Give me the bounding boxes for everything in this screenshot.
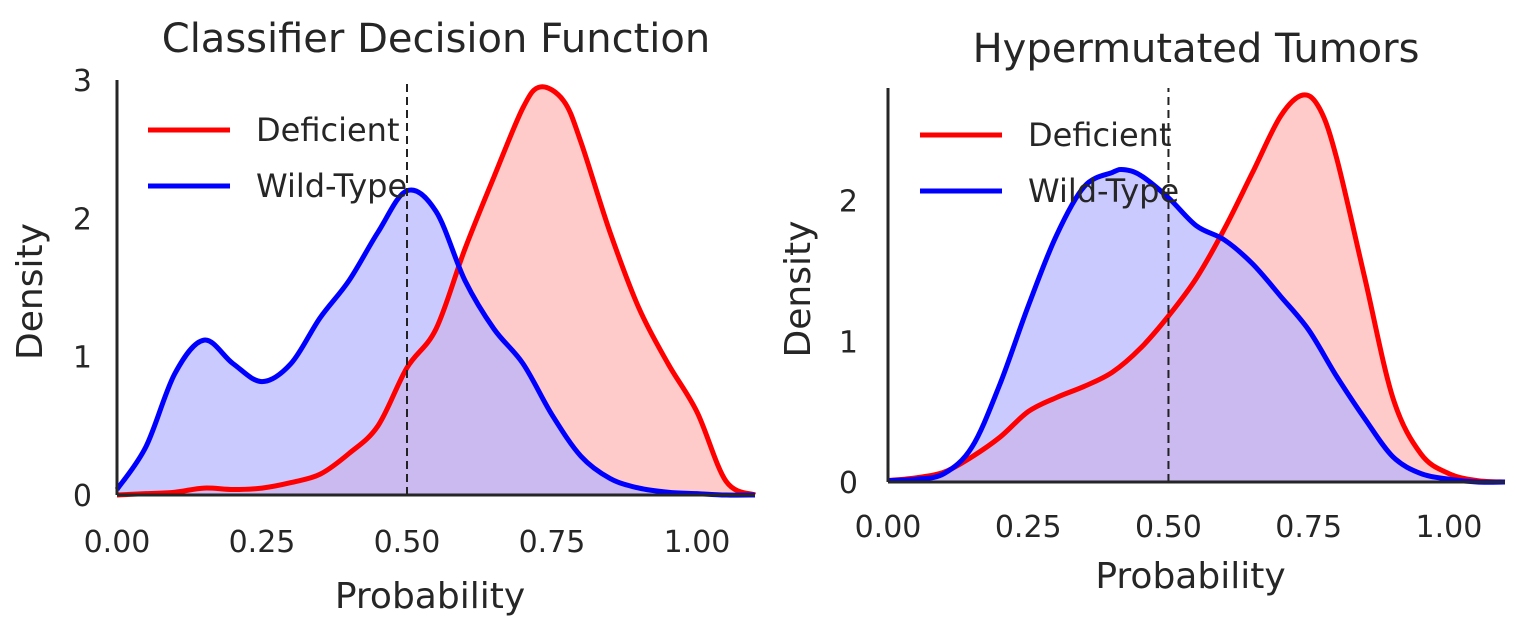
x-tick-label: 0.25 bbox=[995, 510, 1062, 545]
legend-label-deficient: Deficient bbox=[1028, 116, 1171, 154]
x-tick-label: 0.25 bbox=[229, 525, 296, 560]
legend-label-wild-type: Wild-Type bbox=[256, 167, 407, 205]
chart-title: Classifier Decision Function bbox=[162, 16, 710, 62]
y-tick-label: 2 bbox=[73, 202, 92, 237]
chart-panel-classifier: 0.00 0.25 0.50 0.75 1.00 0 1 2 3 Classifier Decis… bbox=[10, 16, 757, 617]
y-tick-label: 3 bbox=[73, 64, 92, 99]
chart-title: Hypermutated Tumors bbox=[973, 26, 1420, 72]
y-tick-label: 1 bbox=[73, 341, 92, 376]
y-tick-label: 2 bbox=[839, 185, 858, 220]
legend-label-wild-type: Wild-Type bbox=[1028, 172, 1179, 210]
x-tick-label: 1.00 bbox=[664, 525, 731, 560]
x-tick-label: 0.50 bbox=[1135, 510, 1202, 545]
legend-label-deficient: Deficient bbox=[256, 111, 399, 149]
chart-panel-hypermutated: 0.00 0.25 0.50 0.75 1.00 0 1 2 Hypermutated Tumo… bbox=[778, 26, 1506, 597]
x-tick-label: 0.50 bbox=[374, 525, 441, 560]
x-tick-label: 0.75 bbox=[519, 525, 586, 560]
x-tick-label: 0.00 bbox=[855, 510, 922, 545]
y-axis-label: Density bbox=[10, 223, 51, 360]
series-line-wild-type bbox=[114, 187, 756, 498]
y-axis-label: Density bbox=[778, 221, 819, 358]
x-tick-label: 1.00 bbox=[1416, 510, 1483, 545]
y-tick-label: 1 bbox=[839, 325, 858, 360]
x-tick-label: 0.00 bbox=[84, 525, 151, 560]
x-axis-label: Probability bbox=[335, 576, 525, 617]
y-tick-label: 0 bbox=[73, 479, 92, 514]
series-fill-wild-type bbox=[117, 189, 755, 496]
y-tick-label: 0 bbox=[839, 466, 858, 501]
series-line-deficient bbox=[887, 92, 1506, 485]
x-axis-label: Probability bbox=[1095, 556, 1285, 597]
series-line-wild-type bbox=[887, 166, 1506, 485]
x-tick-label: 0.75 bbox=[1275, 510, 1342, 545]
